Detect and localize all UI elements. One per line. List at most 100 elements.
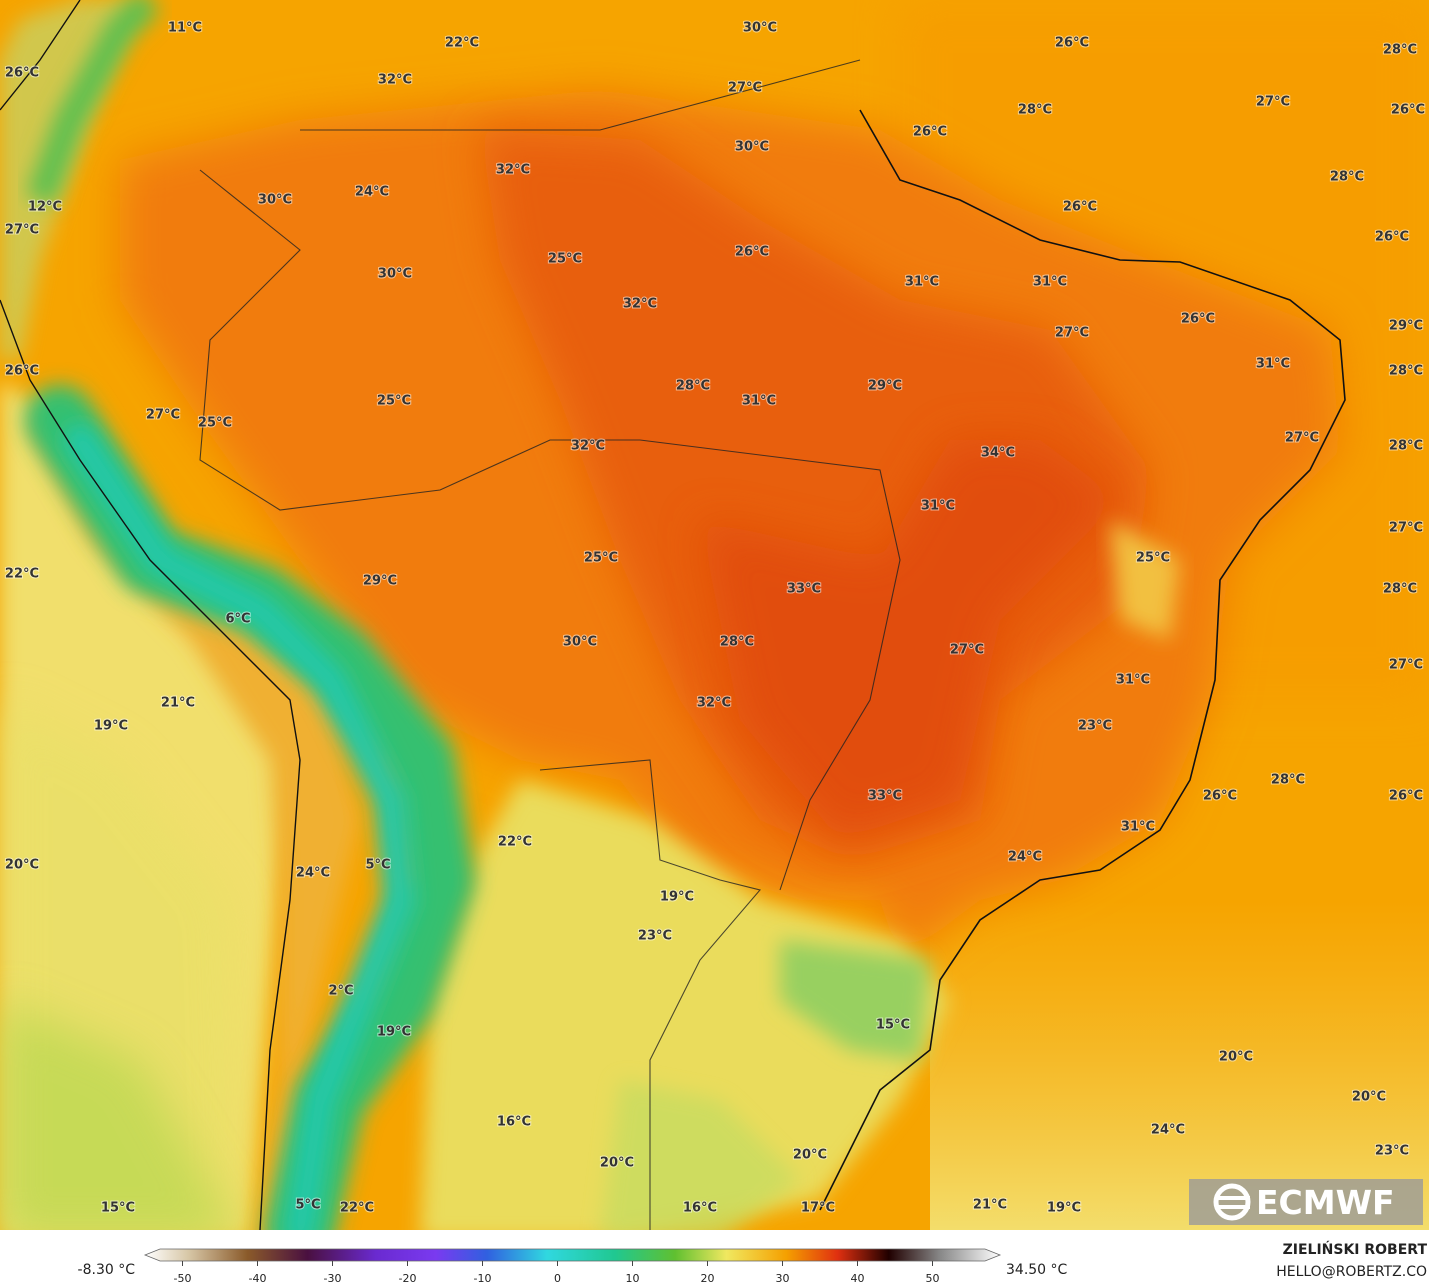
temperature-label: 20°C [793,1148,827,1163]
temperature-label: 5°C [365,858,390,873]
temperature-label: 19°C [1047,1201,1081,1216]
temperature-label: 33°C [868,789,902,804]
temperature-label: 29°C [363,574,397,589]
temperature-label: 2°C [328,984,353,999]
temperature-label: 30°C [735,140,769,155]
temperature-label: 32°C [697,696,731,711]
colorbar-tick-label: 20 [701,1272,715,1285]
logo-icon-bar [1216,1205,1250,1209]
temperature-label: 27°C [5,223,39,238]
temperature-label: 20°C [600,1156,634,1171]
temperature-label: 22°C [445,36,479,51]
temperature-label: 19°C [660,890,694,905]
temperature-label: 24°C [1151,1123,1185,1138]
colorbar-tick-label: -50 [174,1272,192,1285]
temperature-label: 28°C [1383,582,1417,597]
temperature-label: 12°C [28,200,62,215]
temperature-label: 28°C [1389,439,1423,454]
temperature-label: 19°C [94,719,128,734]
colorbar-tick-label: 50 [926,1272,940,1285]
temperature-label: 27°C [728,81,762,96]
temperature-label: 26°C [1055,36,1089,51]
temperature-label: 23°C [638,929,672,944]
colorbar-tick-label: 10 [626,1272,640,1285]
colorbar-tick-label: -10 [474,1272,492,1285]
temperature-label: 22°C [340,1201,374,1216]
temperature-label: 11°C [168,21,202,36]
temperature-label: 27°C [950,643,984,658]
temperature-label: 28°C [676,379,710,394]
colorbar-tick-label: -40 [249,1272,267,1285]
temperature-label: 16°C [497,1115,531,1130]
temperature-label: 26°C [913,125,947,140]
temperature-label: 28°C [1018,103,1052,118]
temperature-label: 27°C [1256,95,1290,110]
temperature-label: 20°C [1219,1050,1253,1065]
max-value: 34.50 °C [1006,1262,1068,1278]
temperature-label: 23°C [1375,1144,1409,1159]
colorbar-tick-label: 30 [776,1272,790,1285]
temperature-label: 27°C [1389,521,1423,536]
temperature-label: 25°C [198,416,232,431]
temperature-label: 22°C [5,567,39,582]
temperature-label: 26°C [1181,312,1215,327]
temperature-label: 28°C [1330,170,1364,185]
colorbar-tick-label: -30 [324,1272,342,1285]
temperature-label: 25°C [584,551,618,566]
temperature-label: 31°C [1121,820,1155,835]
temperature-label: 33°C [787,582,821,597]
temperature-label: 26°C [1375,230,1409,245]
temperature-label: 31°C [742,394,776,409]
temperature-label: 6°C [225,612,250,627]
email: HELLO@ROBERTZ.CO [1276,1264,1427,1280]
temperature-label: 16°C [683,1201,717,1216]
logo-box: ECMWF [1189,1179,1423,1225]
temperature-label: 30°C [563,635,597,650]
temperature-label: 27°C [146,408,180,423]
temperature-label: 32°C [378,73,412,88]
temperature-label: 32°C [496,163,530,178]
colorbar-tick-label: 0 [554,1272,561,1285]
temperature-label: 30°C [743,21,777,36]
temperature-label: 25°C [548,252,582,267]
temperature-label: 31°C [1256,357,1290,372]
min-value: -8.30 °C [78,1262,136,1278]
temperature-label: 32°C [571,439,605,454]
temperature-label: 27°C [1285,431,1319,446]
author: ZIELIŃSKI ROBERT [1283,1240,1428,1258]
temperature-label: 24°C [296,866,330,881]
temperature-label: 25°C [377,394,411,409]
temperature-label: 19°C [377,1025,411,1040]
temperature-label: 26°C [1391,103,1425,118]
temperature-label: 27°C [1055,326,1089,341]
colorbar-bar [143,1248,1002,1262]
temperature-label: 21°C [161,696,195,711]
temperature-label: 26°C [735,245,769,260]
temperature-label: 26°C [5,364,39,379]
temperature-label: 5°C [295,1198,320,1213]
temperature-labels: 11°C 22°C 30°C 26°C 28°C 26°C 32°C 27°C 28°C 27°C… [4,20,1426,1217]
temperature-label: 31°C [1033,275,1067,290]
temperature-label: 31°C [921,499,955,514]
temperature-label: 26°C [1063,200,1097,215]
temperature-label: 26°C [1203,789,1237,804]
temperature-label: 25°C [1136,551,1170,566]
temperature-label: 22°C [498,835,532,850]
logo-text: ECMWF [1256,1183,1395,1222]
temperature-label: 28°C [1271,773,1305,788]
logo-icon [1213,1183,1251,1221]
temperature-label: 21°C [973,1198,1007,1213]
temperature-label: 15°C [101,1201,135,1216]
temperature-label: 29°C [1389,319,1423,334]
map-background [0,0,1429,1230]
colorbar: -50 -40 -30 -20 -10 0 10 20 30 40 50 [143,1248,1002,1285]
temperature-label: 32°C [623,297,657,312]
temperature-label: 24°C [355,185,389,200]
temperature-label: 30°C [378,267,412,282]
temperature-label: 31°C [1116,673,1150,688]
logo-icon-bar [1216,1196,1250,1200]
colorbar-tick-label: -20 [399,1272,417,1285]
temperature-label: 20°C [1352,1090,1386,1105]
